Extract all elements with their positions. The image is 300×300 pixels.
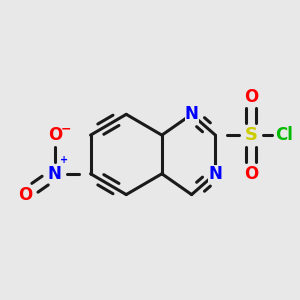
Text: N: N bbox=[48, 165, 62, 183]
Text: S: S bbox=[244, 126, 258, 144]
Text: O: O bbox=[244, 88, 258, 106]
Text: O: O bbox=[18, 186, 32, 204]
Text: O: O bbox=[244, 165, 258, 183]
Text: O: O bbox=[48, 126, 62, 144]
Text: Cl: Cl bbox=[275, 126, 293, 144]
Text: N: N bbox=[185, 105, 199, 123]
Text: −: − bbox=[61, 123, 71, 136]
Text: N: N bbox=[208, 165, 222, 183]
Text: +: + bbox=[60, 155, 68, 165]
